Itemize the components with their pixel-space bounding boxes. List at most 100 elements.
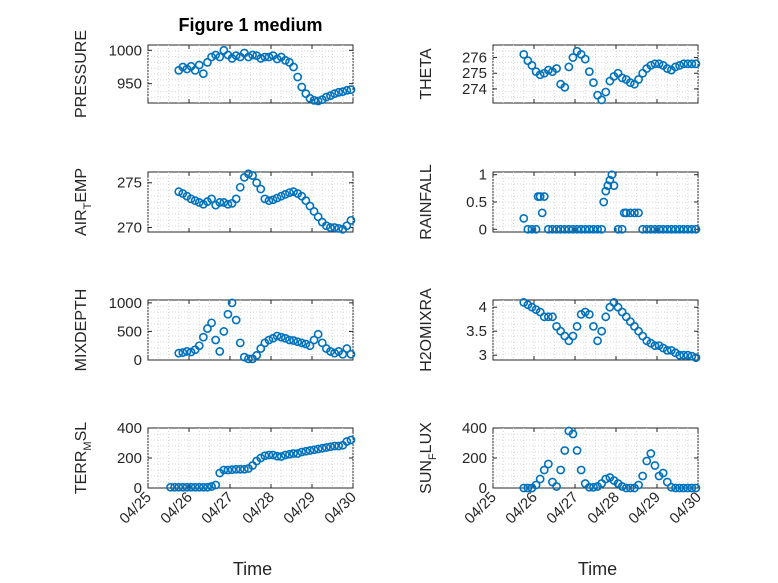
chart-4-point-27 <box>609 181 619 191</box>
chart-0-point-4 <box>190 65 200 75</box>
chart-7-point-41 <box>687 483 697 493</box>
chart-3-point-41 <box>342 221 352 231</box>
chart-4-point-48 <box>691 224 701 234</box>
chart-7-point-4 <box>535 474 545 484</box>
chart-7-point-14 <box>576 465 586 475</box>
chart-3-point-22 <box>264 196 274 206</box>
chart-6-point-32 <box>650 341 660 350</box>
chart-5-point-35 <box>317 338 327 348</box>
chart-2-point-40 <box>683 59 693 69</box>
chart-4-point-14 <box>568 224 578 234</box>
chart-5-ytick-label-2: 1000 <box>109 295 142 312</box>
chart-7-point-1 <box>523 483 533 493</box>
chart-0-point-41 <box>342 85 352 95</box>
chart-3-point-10 <box>215 198 225 207</box>
chart-2-point-35 <box>662 64 672 73</box>
chart-5-point-41 <box>342 344 352 353</box>
chart-1-point-24 <box>264 450 274 460</box>
chart-4-point-39 <box>654 224 664 234</box>
chart-2-point-11 <box>564 62 574 72</box>
chart-0-point-18 <box>248 50 257 60</box>
chart-6-point-40 <box>683 350 693 360</box>
chart-0-point-7 <box>203 57 212 67</box>
chart-0-point-21 <box>260 52 270 62</box>
chart-0-point-29 <box>293 72 303 82</box>
chart-4-point-35 <box>638 224 648 234</box>
chart-5-point-33 <box>309 335 319 345</box>
chart-3-point-0 <box>174 187 184 197</box>
chart-1-xtick-label-5: 04/30 <box>321 489 360 528</box>
chart-1-point-15 <box>227 465 237 475</box>
chart-3-point-34 <box>313 212 323 222</box>
chart-7-xtick-label-3: 04/28 <box>584 489 623 528</box>
chart-3-ytick-label-1: 275 <box>117 175 142 192</box>
chart-7-point-30 <box>642 456 652 466</box>
chart-0-title: Figure 1 medium <box>178 15 322 35</box>
chart-7-point-17 <box>589 482 598 492</box>
chart-0-ylabel: PRESSURE <box>73 30 90 118</box>
chart-7-point-10 <box>560 446 570 455</box>
chart-5-point-5 <box>194 341 204 351</box>
chart-4-point-18 <box>584 224 594 234</box>
chart-1-xtick-label-3: 04/28 <box>239 489 278 528</box>
chart-2-point-26 <box>625 78 635 88</box>
chart-4-point-20 <box>593 224 602 234</box>
chart-5-point-28 <box>289 336 298 345</box>
chart-5-point-17 <box>244 354 253 364</box>
chart-4-point-2 <box>527 224 537 234</box>
chart-7-point-9 <box>556 465 566 475</box>
chart-1-point-41 <box>334 441 344 451</box>
chart-1-point-28 <box>280 450 290 460</box>
chart-6-point-20 <box>601 312 611 322</box>
chart-0-point-9 <box>211 50 221 60</box>
chart-5-point-26 <box>280 333 290 343</box>
chart-4-ytick-label-1: 0.5 <box>466 194 487 211</box>
chart-1-point-39 <box>326 442 335 452</box>
chart-6-point-18 <box>593 336 602 346</box>
chart-1-point-35 <box>309 445 319 455</box>
chart-0-point-30 <box>297 82 307 92</box>
chart-4-point-6 <box>537 208 547 218</box>
chart-4-point-23 <box>601 186 611 196</box>
chart-5-point-13 <box>227 298 237 308</box>
chart-0-point-5 <box>194 60 204 70</box>
chart-2-point-42 <box>691 59 701 69</box>
chart-4-point-13 <box>564 224 574 234</box>
chart-4-point-32 <box>625 208 635 218</box>
chart-5-point-30 <box>297 338 307 348</box>
chart-0-point-10 <box>215 52 225 62</box>
chart-4-point-10 <box>552 224 561 234</box>
chart-0-point-26 <box>280 55 290 65</box>
chart-6-point-13 <box>572 321 582 331</box>
chart-0-point-17 <box>244 52 253 62</box>
chart-3-point-19 <box>252 178 262 188</box>
chart-7-xlabel: Time <box>578 559 617 579</box>
chart-1-point-10 <box>207 482 216 491</box>
chart-4-point-11 <box>556 224 566 234</box>
chart-4-point-5 <box>535 192 545 201</box>
chart-2-point-10 <box>560 82 570 92</box>
chart-4-point-36 <box>642 224 652 234</box>
chart-1-ylabel: TERRMSL <box>73 422 94 494</box>
chart-1-point-18 <box>239 464 249 474</box>
chart-5-ytick-label-1: 500 <box>117 323 142 340</box>
chart-4-point-45 <box>679 224 689 234</box>
chart-1-point-37 <box>317 443 327 453</box>
chart-4-point-21 <box>597 224 607 234</box>
chart-3-point-14 <box>231 194 241 204</box>
chart-2-ytick-label-2: 276 <box>462 50 487 67</box>
chart-3-point-38 <box>330 223 339 232</box>
chart-4-point-37 <box>646 224 656 234</box>
chart-0-point-28 <box>289 62 298 72</box>
chart-7-point-42 <box>691 483 701 493</box>
chart-0-ytick-label-0: 950 <box>117 76 142 93</box>
chart-1-point-29 <box>285 449 294 459</box>
chart-1-point-25 <box>268 450 278 460</box>
chart-5-ytick-label-0: 0 <box>134 352 142 369</box>
chart-7-point-40 <box>683 483 693 493</box>
chart-0-point-40 <box>338 87 348 97</box>
chart-2-point-31 <box>646 60 656 70</box>
chart-7-point-24 <box>617 482 627 491</box>
chart-6-point-12 <box>568 331 578 341</box>
chart-1-point-9 <box>203 482 212 492</box>
